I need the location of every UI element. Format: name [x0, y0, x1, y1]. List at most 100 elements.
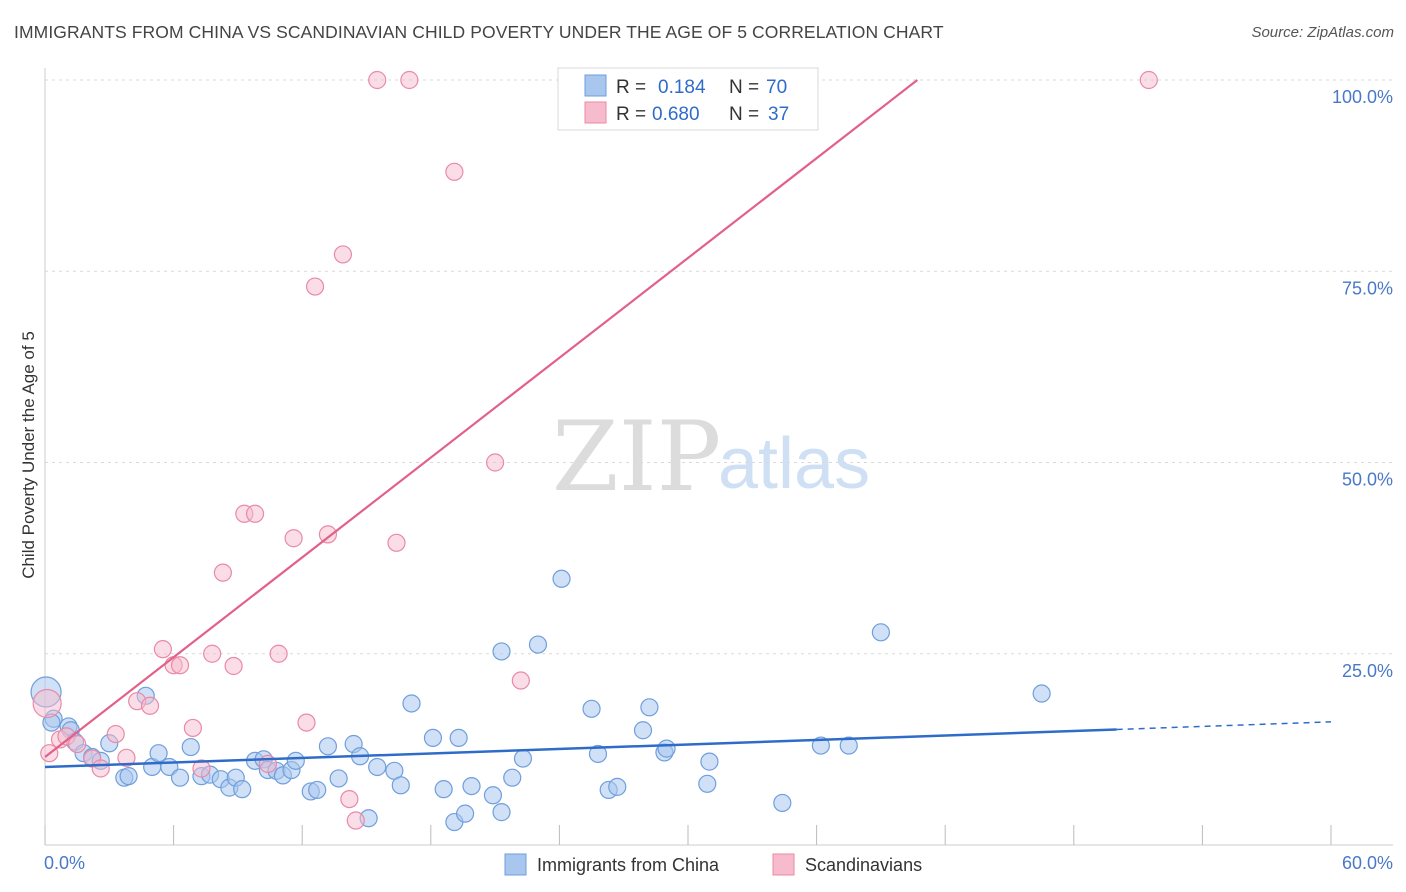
china-point [503, 768, 522, 787]
x-tick-label-1: 60.0% [1342, 853, 1393, 873]
china-point [773, 793, 792, 813]
scandinavian-point [213, 563, 232, 582]
china-trend-line [44, 728, 1117, 769]
china-point [423, 728, 443, 748]
china-point [181, 737, 200, 757]
china-point [368, 757, 387, 777]
china-point [640, 698, 659, 717]
watermark-zip: ZIP [552, 401, 721, 513]
scandinavian-point [106, 724, 125, 744]
legend-swatch-blue [584, 74, 607, 97]
scandinavian-point [387, 533, 406, 552]
china-point [391, 776, 410, 795]
scandinavian-point [203, 644, 222, 663]
legend-r-label-2: R = [616, 104, 646, 125]
scandinavian-point [140, 696, 160, 715]
scandinavian-point [245, 504, 265, 523]
china-point [608, 777, 627, 796]
china-point [633, 721, 653, 740]
legend-n-value-2: 37 [768, 104, 789, 125]
scandinavian-point [486, 453, 505, 472]
y-tick-label-2: 75.0% [1342, 278, 1393, 298]
china-point [449, 728, 468, 748]
y-tick-label-3: 100.0% [1332, 87, 1393, 107]
china-point [552, 569, 571, 588]
legend-r-label-1: R = [616, 77, 646, 98]
grid-lines [45, 79, 1393, 655]
china-point [492, 642, 511, 661]
china-point [588, 744, 608, 764]
scandinavian-point [91, 759, 110, 778]
china-point [492, 803, 511, 822]
china-point [483, 786, 503, 805]
china-point [308, 780, 327, 800]
legend-bottom-label-scandinavians: Scandinavians [805, 855, 922, 875]
china-point [582, 699, 601, 718]
china-point [318, 737, 338, 756]
legend-n-label-2: N = [729, 104, 759, 125]
x-tick-label-0: 0.0% [44, 853, 85, 873]
legend-n-label-1: N = [729, 77, 759, 98]
china-point [286, 751, 305, 770]
legend-bottom-label-china: Immigrants from China [537, 855, 720, 875]
china-point [871, 623, 891, 642]
scandinavian-point [333, 245, 353, 264]
china-point [402, 694, 421, 713]
scandinavian-point [297, 713, 316, 732]
series-immigrants-from-china [30, 569, 1051, 832]
scandinavian-point [400, 70, 419, 90]
china-point [119, 767, 138, 786]
scandinavian-point [445, 162, 464, 181]
china-point [528, 635, 548, 654]
china-point [462, 776, 481, 796]
china-point [233, 780, 252, 799]
china-point [455, 804, 475, 823]
scandinavian-point [117, 748, 136, 767]
scandinavian-point [269, 644, 288, 663]
scandinavian-point [170, 656, 190, 675]
y-tick-label-0: 25.0% [1342, 661, 1393, 681]
trend-lines [44, 79, 1332, 769]
watermark-atlas: atlas [718, 424, 870, 504]
legend-bottom: Immigrants from China Scandinavians [504, 853, 922, 876]
scandinavian-point [68, 734, 87, 754]
scandinavian-point [192, 759, 211, 778]
y-tick-label-1: 50.0% [1342, 470, 1393, 490]
scandinavian-point [340, 789, 359, 809]
china-point [513, 749, 533, 768]
china-point [657, 739, 676, 758]
y-axis-title: Child Poverty Under the Age of 5 [19, 331, 38, 579]
legend-r-value-2: 0.680 [652, 104, 700, 125]
series-scandinavians [32, 70, 1158, 830]
legend-top: R = 0.184 N = 70 R = 0.680 N = 37 [557, 67, 819, 131]
china-point [811, 736, 830, 755]
legend-bottom-swatch-blue [504, 853, 527, 876]
china-point [698, 774, 717, 793]
scandinavian-point [32, 688, 62, 719]
scandinavian-point [183, 718, 202, 738]
scandinavian-point [318, 525, 338, 544]
china-point [170, 768, 190, 787]
scandinavian-point [224, 656, 243, 676]
legend-swatch-pink [584, 101, 607, 124]
tick-labels: 25.0% 50.0% 75.0% 100.0% 0.0% 60.0% [44, 87, 1393, 873]
scandinavian-point [305, 277, 325, 296]
legend-bottom-swatch-pink [772, 853, 795, 876]
china-point [1032, 684, 1051, 703]
china-point [839, 736, 858, 755]
legend-n-value-1: 70 [766, 77, 787, 98]
china-point [434, 780, 453, 799]
scandinavian-point [284, 529, 303, 548]
china-trend-extension [1116, 721, 1332, 731]
chart-source: Source: ZipAtlas.com [1251, 24, 1394, 41]
scandinavian-point [368, 70, 387, 90]
china-point [700, 752, 719, 771]
china-point [149, 744, 168, 763]
scandinavian-point [1139, 70, 1158, 90]
chart-title: IMMIGRANTS FROM CHINA VS SCANDINAVIAN CH… [14, 22, 944, 42]
legend-r-value-1: 0.184 [658, 77, 706, 98]
scandinavians-trend-line [44, 79, 919, 758]
scandinavian-point [153, 640, 172, 659]
china-point [329, 769, 348, 788]
